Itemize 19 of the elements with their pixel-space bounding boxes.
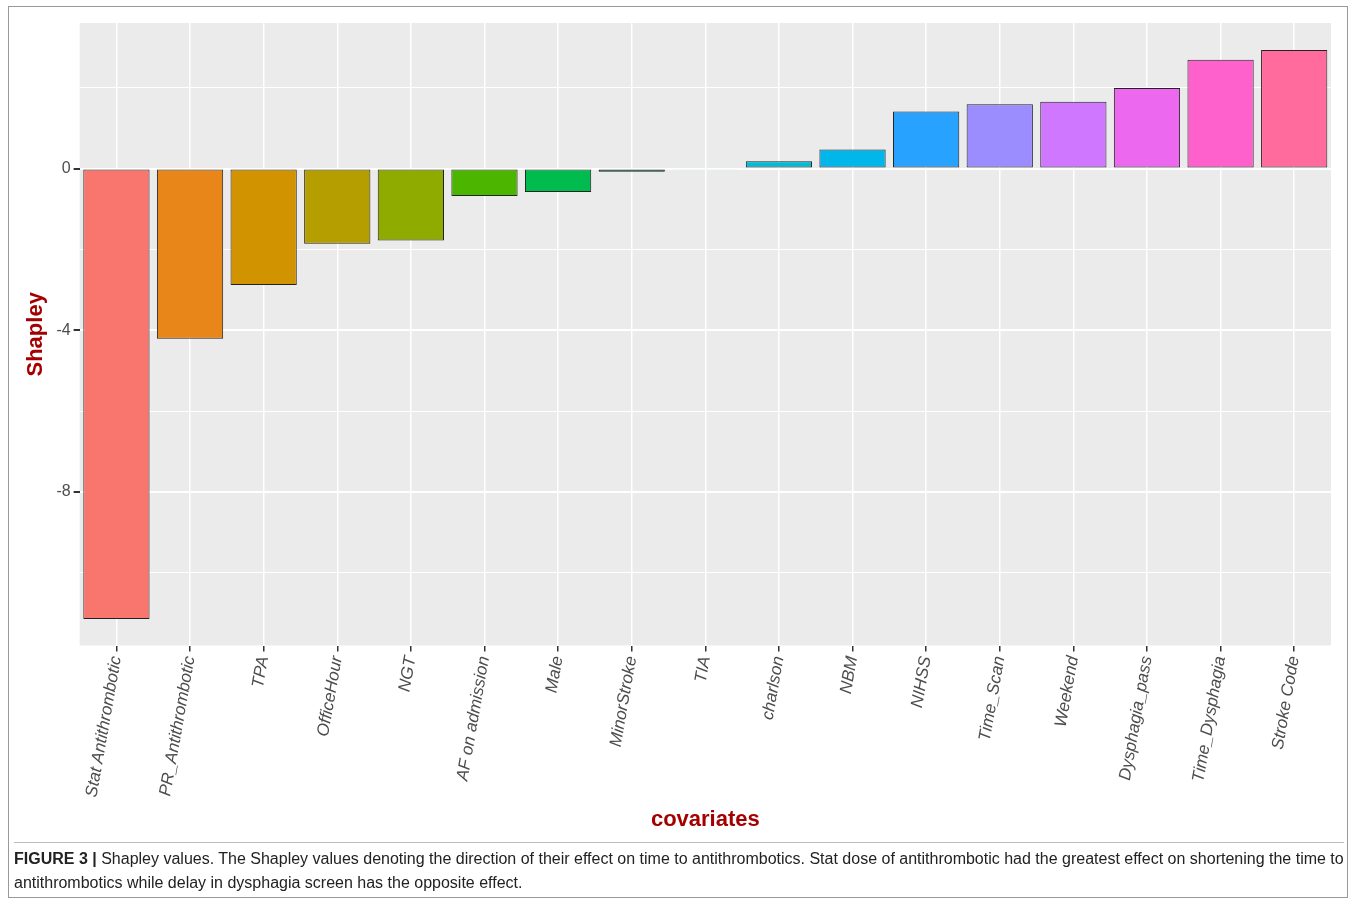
x-tick-label: Male <box>541 654 567 695</box>
x-tick-label: OfficeHour <box>313 653 347 738</box>
x-tick-label: NGT <box>394 653 420 694</box>
y-tick-label: -4 <box>56 320 71 338</box>
x-tick-label: charlson <box>757 654 788 722</box>
x-tick-label: AF on admission <box>452 654 494 784</box>
x-tick-label: Weekend <box>1050 654 1083 729</box>
y-tick-label: -8 <box>56 482 71 500</box>
x-tick-label: MinorStroke <box>605 654 641 749</box>
y-axis-title: Shapley <box>22 291 48 377</box>
x-tick-label: Stroke Code <box>1267 654 1303 751</box>
x-axis-title: covariates <box>650 805 760 831</box>
caption: FIGURE 3 | Shapley values. The Shapley values denoting the direction of their effect on time to antithrombotics. Stat dose of antithrombotic had the greatest effect on shortening the time to antithrombotics while delay in dysphagia screen has the opposite effect. <box>14 849 1344 893</box>
x-tick-label: TIA <box>690 654 714 684</box>
x-tick-label: TPA <box>248 654 273 690</box>
x-tick-label: Time_Scan <box>974 654 1009 743</box>
y-tick-label: 0 <box>61 158 71 176</box>
x-tick-label: NIHSS <box>907 653 935 710</box>
x-tick-label: NBM <box>835 653 862 696</box>
